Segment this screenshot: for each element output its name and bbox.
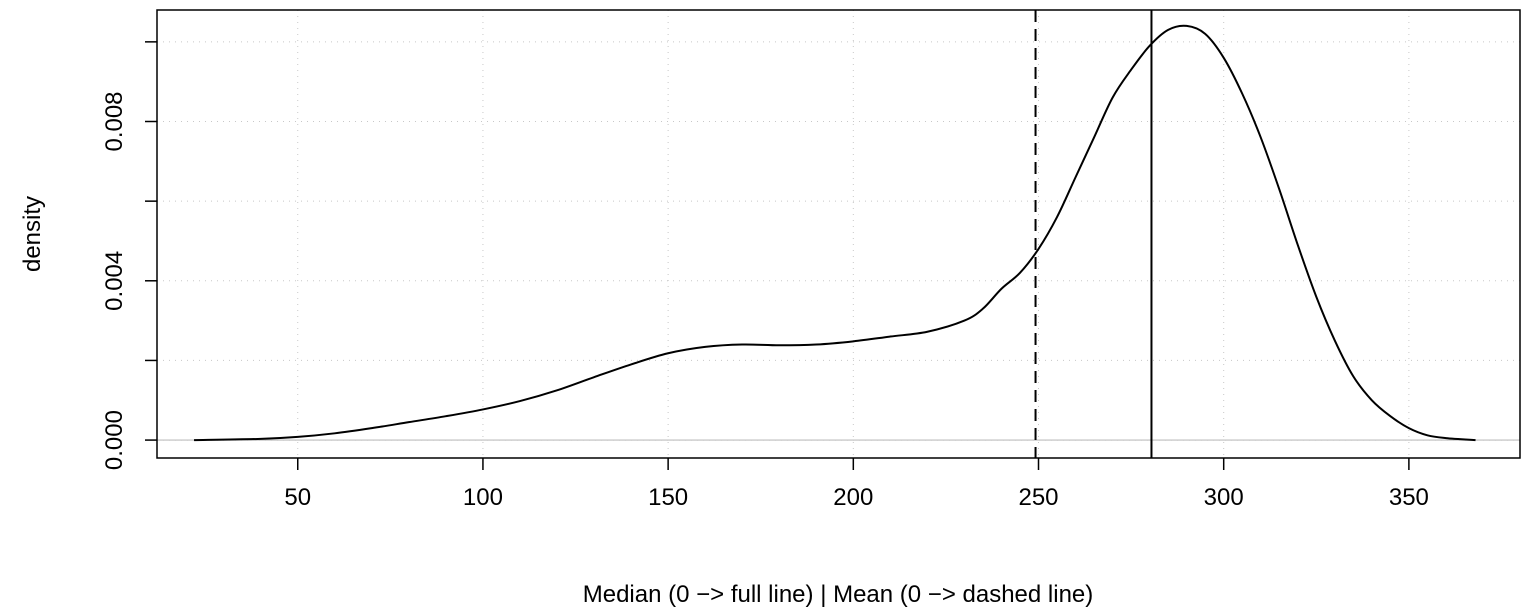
y-tick-label: 0.000 — [101, 410, 128, 470]
x-axis-label: Median (0 −> full line) | Mean (0 −> das… — [583, 581, 1094, 608]
x-tick-label: 350 — [1389, 484, 1429, 511]
x-tick-label: 50 — [284, 484, 311, 511]
grid-lines — [157, 10, 1520, 458]
y-axis: 0.000 0.004 0.008 — [101, 41, 157, 470]
y-axis-label: density — [19, 196, 46, 272]
x-tick-label: 150 — [648, 484, 688, 511]
x-tick-label: 250 — [1018, 484, 1058, 511]
plot-frame — [156, 9, 1521, 459]
x-tick-label: 300 — [1204, 484, 1244, 511]
y-tick-label: 0.004 — [101, 251, 128, 311]
x-axis: 50 100 150 200 250 300 350 — [284, 458, 1429, 511]
x-tick-label: 200 — [833, 484, 873, 511]
x-tick-label: 100 — [463, 484, 503, 511]
density-curve — [194, 24, 1476, 442]
density-curves — [194, 24, 1476, 442]
y-tick-label: 0.008 — [101, 91, 128, 151]
reference-lines — [1034, 10, 1153, 458]
